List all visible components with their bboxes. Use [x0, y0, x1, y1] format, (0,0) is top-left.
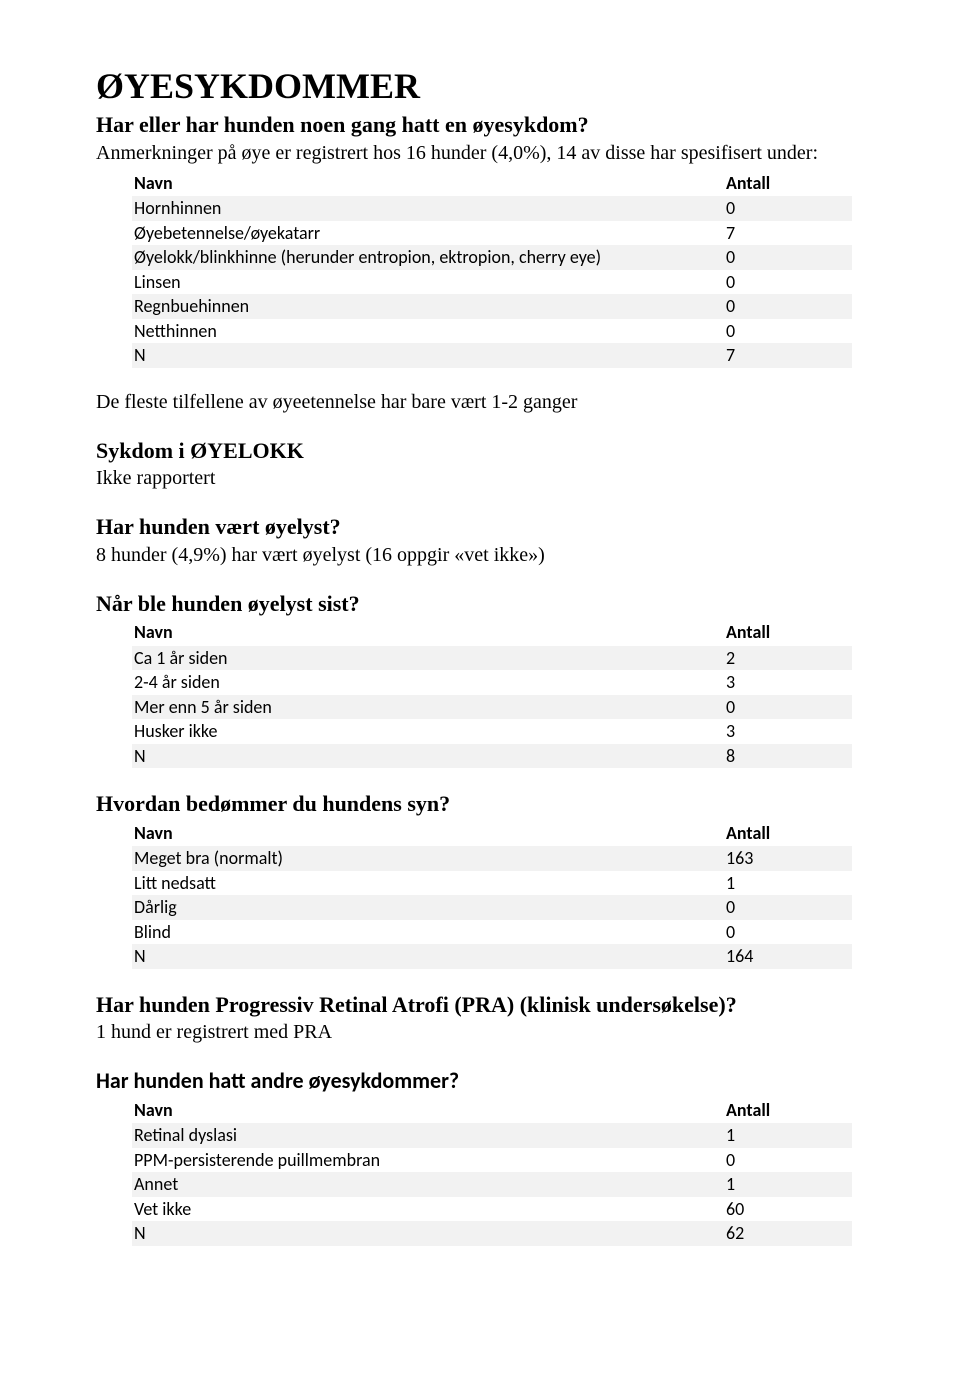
table-cell-value: 1 — [724, 1172, 852, 1197]
q5-table: Navn Antall Meget bra (normalt)163 Litt … — [132, 820, 852, 969]
table-cell-label: Øyebetennelse/øyekatarr — [132, 221, 724, 246]
q1-lead: Anmerkninger på øye er registrert hos 16… — [96, 141, 864, 166]
table-cell-value: 163 — [724, 846, 852, 871]
table-cell-value: 0 — [724, 245, 852, 270]
table-cell-label: N — [132, 343, 724, 368]
table-cell-label: Husker ikke — [132, 719, 724, 744]
table-cell-value: 0 — [724, 895, 852, 920]
q7-table: Navn Antall Retinal dyslasi1 PPM-persist… — [132, 1097, 852, 1246]
table-header-name: Navn — [132, 619, 724, 646]
table-cell-value: 3 — [724, 719, 852, 744]
q2-body: Ikke rapportert — [96, 466, 864, 491]
table-cell-value: 7 — [724, 343, 852, 368]
page-title: ØYESYKDOMMER — [96, 64, 864, 109]
table-cell-label: Mer enn 5 år siden — [132, 695, 724, 720]
table-cell-value: 8 — [724, 744, 852, 769]
table-cell-label: N — [132, 1221, 724, 1246]
table-header-name: Navn — [132, 170, 724, 197]
q1-table: Navn Antall Hornhinnen0 Øyebetennelse/øy… — [132, 170, 852, 368]
table-cell-label: PPM-persisterende puillmembran — [132, 1148, 724, 1173]
table-cell-label: Annet — [132, 1172, 724, 1197]
q7-heading: Har hunden hatt andre øyesykdommer? — [96, 1067, 864, 1095]
table-cell-value: 7 — [724, 221, 852, 246]
q3-heading: Har hunden vært øyelyst? — [96, 513, 864, 541]
table-cell-label: Dårlig — [132, 895, 724, 920]
table-cell-label: Øyelokk/blinkhinne (herunder entropion, … — [132, 245, 724, 270]
table-cell-label: Blind — [132, 920, 724, 945]
q5-heading: Hvordan bedømmer du hundens syn? — [96, 790, 864, 818]
q2-heading: Sykdom i ØYELOKK — [96, 437, 864, 465]
q6-heading: Har hunden Progressiv Retinal Atrofi (PR… — [96, 991, 864, 1019]
q6-body: 1 hund er registrert med PRA — [96, 1020, 864, 1045]
q3-body: 8 hunder (4,9%) har vært øyelyst (16 opp… — [96, 543, 864, 568]
table-cell-value: 0 — [724, 294, 852, 319]
table-cell-value: 3 — [724, 670, 852, 695]
table-cell-value: 0 — [724, 270, 852, 295]
table-cell-value: 60 — [724, 1197, 852, 1222]
table-cell-value: 0 — [724, 695, 852, 720]
table-header-count: Antall — [724, 1097, 852, 1124]
table-cell-label: Retinal dyslasi — [132, 1123, 724, 1148]
table-cell-label: Netthinnen — [132, 319, 724, 344]
q4-table: Navn Antall Ca 1 år siden2 2-4 år siden3… — [132, 619, 852, 768]
q1-note: De fleste tilfellene av øyeetennelse har… — [96, 390, 864, 415]
table-header-count: Antall — [724, 820, 852, 847]
table-cell-value: 0 — [724, 319, 852, 344]
table-cell-value: 0 — [724, 920, 852, 945]
q1-heading: Har eller har hunden noen gang hatt en ø… — [96, 111, 864, 139]
table-cell-label: Regnbuehinnen — [132, 294, 724, 319]
table-cell-label: N — [132, 744, 724, 769]
q4-heading: Når ble hunden øyelyst sist? — [96, 590, 864, 618]
table-cell-value: 2 — [724, 646, 852, 671]
table-cell-label: Vet ikke — [132, 1197, 724, 1222]
table-cell-label: Litt nedsatt — [132, 871, 724, 896]
table-cell-label: Hornhinnen — [132, 196, 724, 221]
table-header-name: Navn — [132, 820, 724, 847]
table-cell-label: Linsen — [132, 270, 724, 295]
table-cell-label: Meget bra (normalt) — [132, 846, 724, 871]
table-cell-label: N — [132, 944, 724, 969]
table-cell-value: 62 — [724, 1221, 852, 1246]
table-cell-label: 2-4 år siden — [132, 670, 724, 695]
table-cell-label: Ca 1 år siden — [132, 646, 724, 671]
table-cell-value: 164 — [724, 944, 852, 969]
table-header-count: Antall — [724, 619, 852, 646]
table-cell-value: 1 — [724, 1123, 852, 1148]
table-cell-value: 0 — [724, 196, 852, 221]
table-cell-value: 0 — [724, 1148, 852, 1173]
table-header-name: Navn — [132, 1097, 724, 1124]
table-header-count: Antall — [724, 170, 852, 197]
table-cell-value: 1 — [724, 871, 852, 896]
